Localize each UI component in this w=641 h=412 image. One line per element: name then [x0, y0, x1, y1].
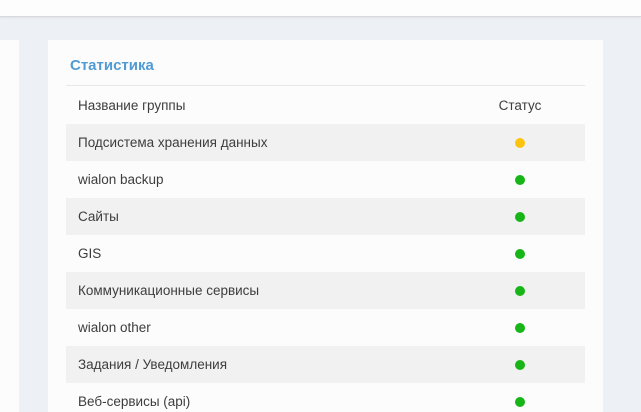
status-dot-ok	[515, 248, 525, 259]
adjacent-panel-edge	[0, 40, 19, 412]
title-divider	[66, 85, 585, 86]
status-table-body: Подсистема хранения данных wialon backup…	[66, 124, 585, 412]
table-row[interactable]: Задания / Уведомления	[66, 346, 585, 383]
status-cell	[455, 322, 585, 333]
column-header-group-name: Название группы	[78, 97, 186, 113]
table-row[interactable]: Веб-сервисы (api)	[66, 383, 585, 412]
status-dot-ok	[515, 322, 525, 333]
status-cell	[455, 211, 585, 222]
status-table: Название группы Статус Подсистема хранен…	[66, 86, 585, 412]
group-name: wialon other	[78, 320, 151, 335]
table-row[interactable]: Подсистема хранения данных	[66, 124, 585, 161]
page-title: Статистика	[70, 57, 154, 74]
group-name: GIS	[78, 246, 102, 261]
statistics-card: Статистика Название группы Статус Подсис…	[48, 40, 603, 412]
status-table-header: Название группы Статус	[66, 86, 585, 124]
table-row[interactable]: Коммуникационные сервисы	[66, 272, 585, 309]
status-dot-ok	[515, 211, 525, 222]
top-navigation-bar	[0, 0, 641, 17]
group-name: Задания / Уведомления	[78, 357, 228, 372]
status-dot-warning	[515, 137, 525, 148]
status-cell	[455, 359, 585, 370]
group-name: Сайты	[78, 209, 119, 224]
status-cell	[455, 137, 585, 148]
table-row[interactable]: wialon other	[66, 309, 585, 346]
group-name: Коммуникационные сервисы	[78, 283, 260, 298]
status-dot-ok	[515, 285, 525, 296]
group-name: Веб-сервисы (api)	[78, 394, 191, 409]
group-name: wialon backup	[78, 172, 164, 187]
status-cell	[455, 248, 585, 259]
table-row[interactable]: GIS	[66, 235, 585, 272]
column-header-status: Статус	[498, 97, 542, 113]
status-cell	[455, 396, 585, 407]
status-dot-ok	[515, 174, 525, 185]
group-name: Подсистема хранения данных	[78, 135, 268, 150]
status-cell	[455, 285, 585, 296]
status-dot-ok	[515, 359, 525, 370]
status-cell	[455, 174, 585, 185]
table-row[interactable]: wialon backup	[66, 161, 585, 198]
table-row[interactable]: Сайты	[66, 198, 585, 235]
status-dot-ok	[515, 396, 525, 407]
